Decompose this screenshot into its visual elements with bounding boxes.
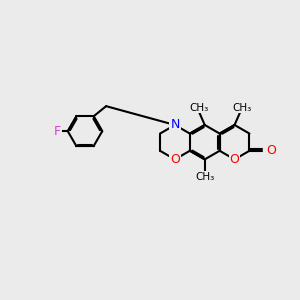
- Text: N: N: [170, 118, 180, 131]
- Text: O: O: [230, 153, 239, 166]
- Text: F: F: [54, 125, 61, 138]
- Text: O: O: [170, 153, 180, 166]
- Text: CH₃: CH₃: [233, 103, 252, 113]
- Text: CH₃: CH₃: [190, 103, 209, 113]
- Text: O: O: [266, 144, 276, 157]
- Text: CH₃: CH₃: [195, 172, 214, 182]
